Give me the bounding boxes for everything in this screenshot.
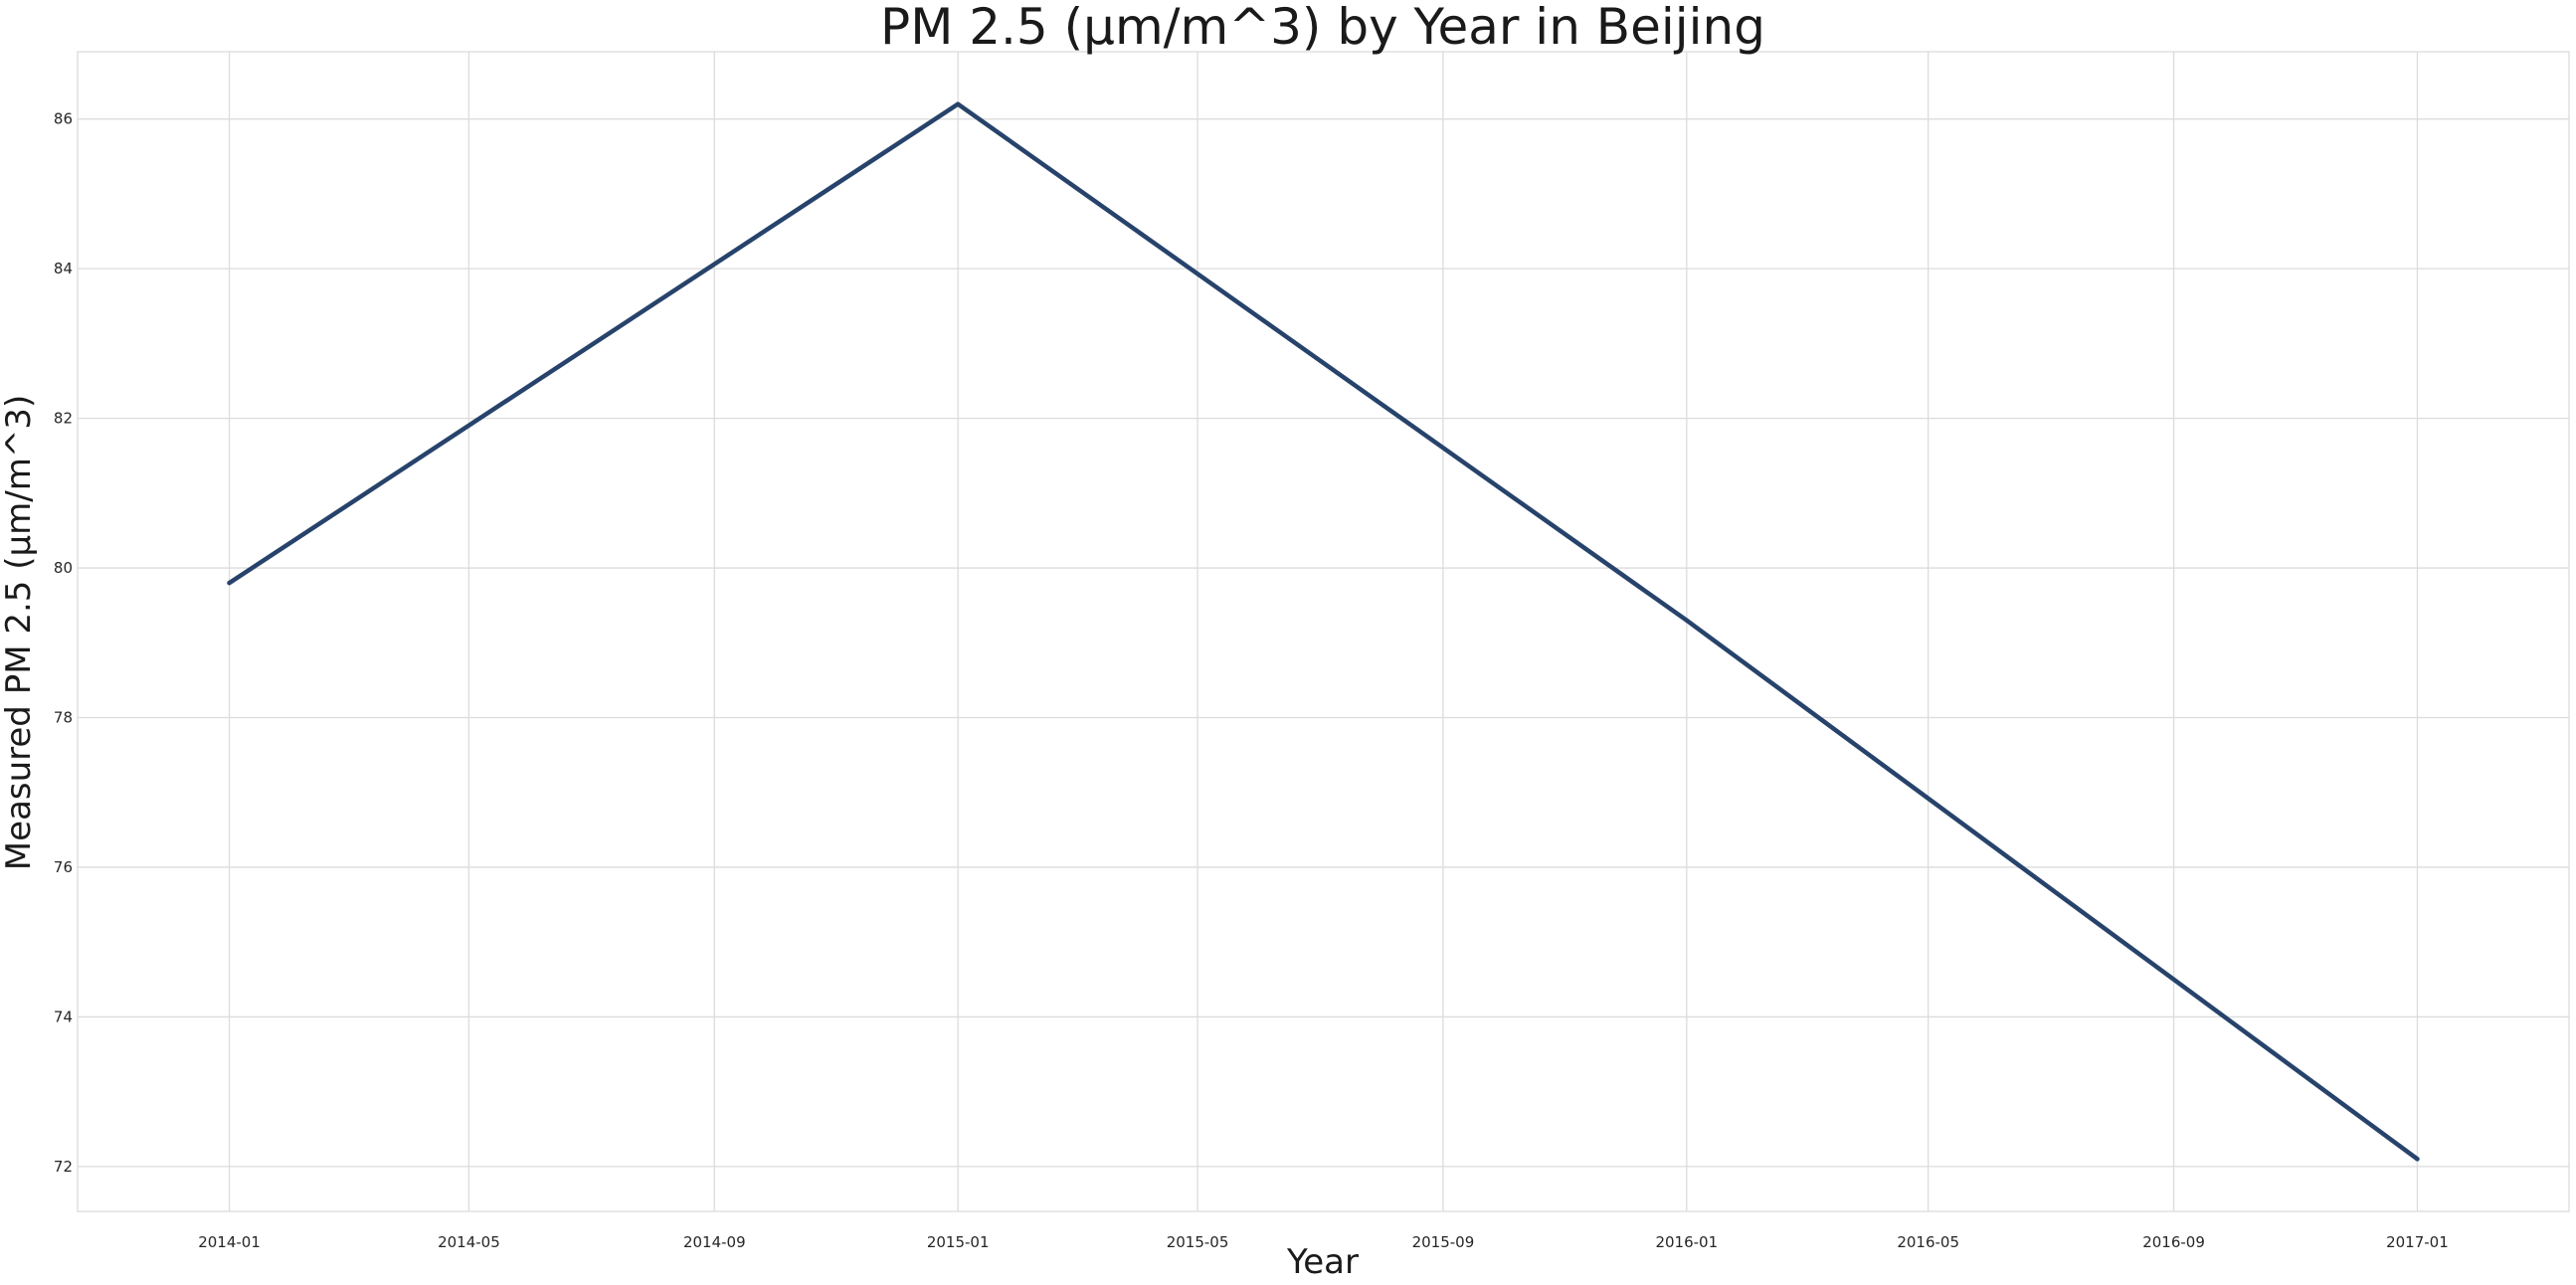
x-tick-label: 2014-09 bbox=[683, 1233, 746, 1251]
x-tick-label: 2017-01 bbox=[2386, 1233, 2449, 1251]
y-tick-label: 82 bbox=[54, 410, 73, 428]
x-tick-label: 2016-05 bbox=[1897, 1233, 1959, 1251]
chart-title: PM 2.5 (µm/m^3) by Year in Beijing bbox=[880, 0, 1765, 56]
y-tick-label: 74 bbox=[54, 1008, 73, 1025]
x-tick-label: 2016-09 bbox=[2142, 1233, 2205, 1251]
y-tick-label: 84 bbox=[54, 260, 73, 277]
tick-labels: 2014-01 2014-05 2014-09 2015-01 2015-05 2015-… bbox=[54, 110, 2449, 1251]
y-tick-label: 86 bbox=[54, 110, 73, 128]
y-tick-label: 80 bbox=[54, 559, 73, 577]
data-point bbox=[2415, 1157, 2420, 1162]
data-point bbox=[1684, 618, 1690, 623]
y-axis-label: Measured PM 2.5 (µm/m^3) bbox=[0, 395, 39, 870]
x-tick-label: 2014-05 bbox=[438, 1233, 500, 1251]
x-axis-label: Year bbox=[1286, 1242, 1359, 1282]
x-tick-label: 2015-05 bbox=[1167, 1233, 1229, 1251]
y-tick-label: 72 bbox=[54, 1158, 73, 1176]
grid-layer bbox=[78, 52, 2569, 1211]
x-tick-label: 2015-01 bbox=[927, 1233, 990, 1251]
y-tick-label: 76 bbox=[54, 858, 73, 876]
data-point bbox=[227, 580, 232, 586]
series-line-0 bbox=[227, 101, 2420, 1162]
x-tick-label: 2015-09 bbox=[1412, 1233, 1475, 1251]
series-layer bbox=[227, 101, 2420, 1162]
plot-frame bbox=[77, 51, 2570, 1212]
x-tick-label: 2016-01 bbox=[1655, 1233, 1718, 1251]
y-tick-label: 78 bbox=[54, 709, 73, 727]
x-tick-label: 2014-01 bbox=[198, 1233, 261, 1251]
data-point bbox=[955, 101, 961, 106]
